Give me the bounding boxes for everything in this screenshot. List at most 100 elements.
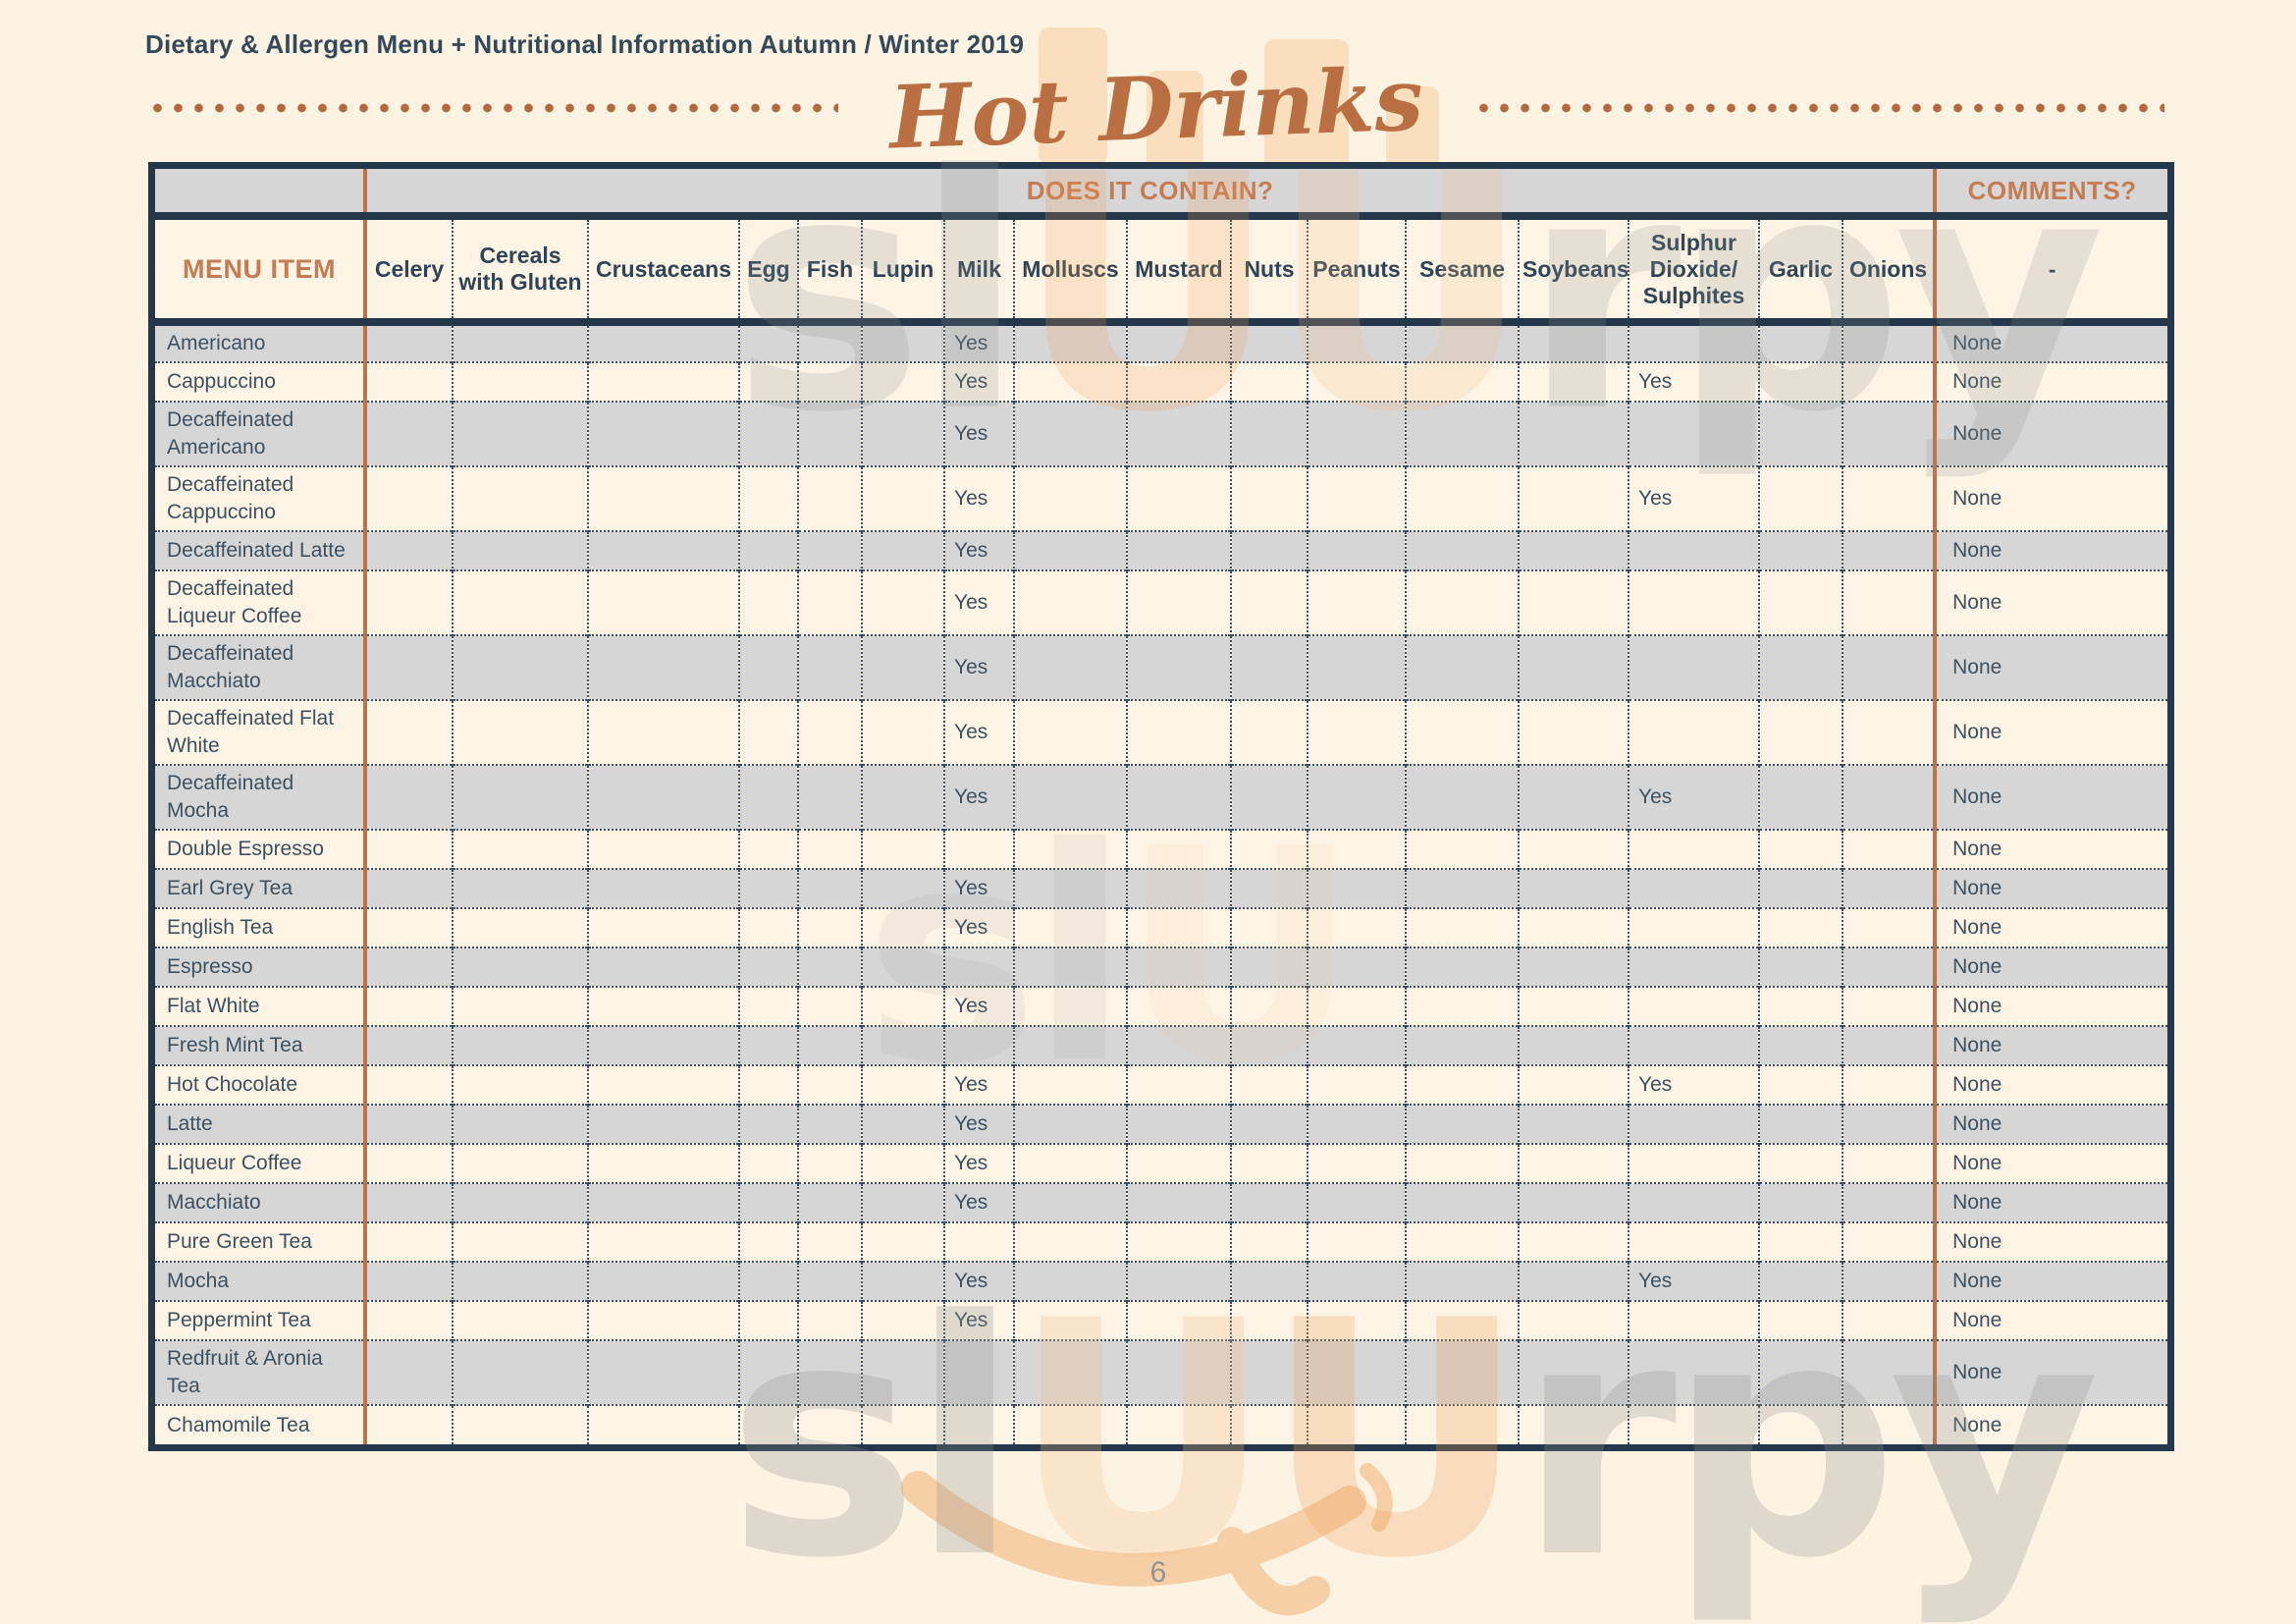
menu-item-cell: Peppermint Tea xyxy=(155,1300,367,1340)
allergen-cell-molluscs xyxy=(1013,401,1127,466)
column-header-sulphur-dioxide-sulphites: Sulphur Dioxide/ Sulphites xyxy=(1628,216,1759,326)
allergen-cell-egg xyxy=(738,947,798,987)
allergen-cell-cereals-with-gluten xyxy=(452,465,588,531)
allergen-cell-soybeans xyxy=(1518,1025,1629,1065)
allergen-cell-sesame xyxy=(1405,530,1519,570)
allergen-cell-onions xyxy=(1841,530,1936,570)
allergen-cell-garlic xyxy=(1758,1025,1842,1065)
allergen-cell-sulphur-dioxide-sulphites xyxy=(1628,634,1759,700)
allergen-cell-sulphur-dioxide-sulphites: Yes xyxy=(1628,764,1759,830)
allergen-cell-milk: Yes xyxy=(943,1182,1014,1222)
allergen-cell-egg xyxy=(738,1064,798,1105)
allergen-cell-milk xyxy=(943,829,1014,869)
allergen-cell-garlic xyxy=(1758,1404,1842,1444)
allergen-cell-peanuts xyxy=(1307,699,1406,765)
comment-cell: None xyxy=(1933,1339,2168,1405)
table-row: Decaffeinated Latte Yes None xyxy=(155,530,2168,570)
allergen-cell-garlic xyxy=(1758,1143,1842,1183)
allergen-cell-soybeans xyxy=(1518,465,1629,531)
allergen-cell-fish xyxy=(797,699,862,765)
allergen-cell-nuts xyxy=(1230,634,1308,700)
allergen-cell-milk: Yes xyxy=(943,1104,1014,1144)
table-row: Cappuccino Yes Yes None xyxy=(155,361,2168,402)
allergen-cell-cereals-with-gluten xyxy=(452,699,588,765)
comment-cell: None xyxy=(1933,1404,2168,1444)
allergen-cell-celery xyxy=(365,1143,453,1183)
allergen-cell-nuts xyxy=(1230,1339,1308,1405)
allergen-cell-lupin xyxy=(861,361,944,402)
corner-cell xyxy=(155,169,367,220)
allergen-cell-soybeans xyxy=(1518,322,1629,362)
allergen-cell-milk xyxy=(943,947,1014,987)
allergen-cell-nuts xyxy=(1230,829,1308,869)
comment-cell: None xyxy=(1933,907,2168,947)
allergen-cell-crustaceans xyxy=(587,947,739,987)
watermark-bar xyxy=(1147,71,1203,169)
allergen-cell-mustard xyxy=(1126,465,1231,531)
column-header-crustaceans: Crustaceans xyxy=(587,216,739,326)
allergen-cell-lupin xyxy=(861,868,944,908)
allergen-cell-egg xyxy=(738,1261,798,1301)
allergen-cell-celery xyxy=(365,764,453,830)
allergen-cell-peanuts xyxy=(1307,1339,1406,1405)
comment-cell: None xyxy=(1933,1182,2168,1222)
menu-item-cell: Macchiato xyxy=(155,1182,367,1222)
allergen-cell-garlic xyxy=(1758,1300,1842,1340)
allergen-cell-garlic xyxy=(1758,829,1842,869)
table-row: Peppermint Tea Yes None xyxy=(155,1300,2168,1340)
allergen-cell-garlic xyxy=(1758,764,1842,830)
allergen-cell-fish xyxy=(797,1300,862,1340)
allergen-cell-lupin xyxy=(861,1025,944,1065)
allergen-cell-sulphur-dioxide-sulphites xyxy=(1628,1300,1759,1340)
allergen-cell-fish xyxy=(797,986,862,1026)
allergen-cell-cereals-with-gluten xyxy=(452,1404,588,1444)
allergen-cell-mustard xyxy=(1126,1182,1231,1222)
allergen-cell-milk: Yes xyxy=(943,1064,1014,1105)
allergen-cell-egg xyxy=(738,829,798,869)
table-row: Liqueur Coffee Yes None xyxy=(155,1143,2168,1183)
comments-dash-header: - xyxy=(1933,216,2168,326)
allergen-cell-crustaceans xyxy=(587,322,739,362)
allergen-cell-mustard xyxy=(1126,530,1231,570)
table-row: Decaffeinated Liqueur Coffee Yes None xyxy=(155,569,2168,635)
allergen-cell-nuts xyxy=(1230,1221,1308,1262)
allergen-cell-egg xyxy=(738,1339,798,1405)
table-row: Decaffeinated Americano Yes None xyxy=(155,401,2168,466)
column-header-milk: Milk xyxy=(943,216,1014,326)
allergen-cell-celery xyxy=(365,1064,453,1105)
allergen-cell-soybeans xyxy=(1518,401,1629,466)
allergen-cell-onions xyxy=(1841,1104,1936,1144)
allergen-cell-onions xyxy=(1841,1025,1936,1065)
allergen-cell-molluscs xyxy=(1013,1404,1127,1444)
allergen-cell-onions xyxy=(1841,322,1936,362)
allergen-cell-cereals-with-gluten xyxy=(452,764,588,830)
comment-cell: None xyxy=(1933,1104,2168,1144)
allergen-cell-peanuts xyxy=(1307,868,1406,908)
allergen-cell-mustard xyxy=(1126,401,1231,466)
section-title-row: Hot Drinks xyxy=(147,48,2165,168)
allergen-cell-crustaceans xyxy=(587,1064,739,1105)
allergen-cell-lupin xyxy=(861,530,944,570)
allergen-cell-egg xyxy=(738,1025,798,1065)
allergen-cell-sulphur-dioxide-sulphites xyxy=(1628,1221,1759,1262)
allergen-cell-peanuts xyxy=(1307,986,1406,1026)
allergen-cell-milk: Yes xyxy=(943,1143,1014,1183)
allergen-cell-lupin xyxy=(861,1404,944,1444)
allergen-cell-fish xyxy=(797,1064,862,1105)
allergen-cell-peanuts xyxy=(1307,1182,1406,1222)
menu-item-cell: Flat White xyxy=(155,986,367,1026)
allergen-cell-milk: Yes xyxy=(943,530,1014,570)
allergen-cell-molluscs xyxy=(1013,868,1127,908)
allergen-cell-crustaceans xyxy=(587,1182,739,1222)
allergen-cell-milk: Yes xyxy=(943,465,1014,531)
allergen-cell-egg xyxy=(738,401,798,466)
allergen-cell-molluscs xyxy=(1013,1064,1127,1105)
allergen-table-wrap: DOES IT CONTAIN? COMMENTS? MENU ITEM Cel… xyxy=(148,162,2175,1451)
allergen-cell-fish xyxy=(797,1339,862,1405)
allergen-cell-sulphur-dioxide-sulphites xyxy=(1628,569,1759,635)
allergen-cell-molluscs xyxy=(1013,361,1127,402)
menu-item-cell: Hot Chocolate xyxy=(155,1064,367,1105)
allergen-cell-lupin xyxy=(861,1339,944,1405)
allergen-cell-sulphur-dioxide-sulphites xyxy=(1628,1182,1759,1222)
column-header-row: MENU ITEM Celery Cereals with Gluten Crust… xyxy=(155,216,2168,326)
